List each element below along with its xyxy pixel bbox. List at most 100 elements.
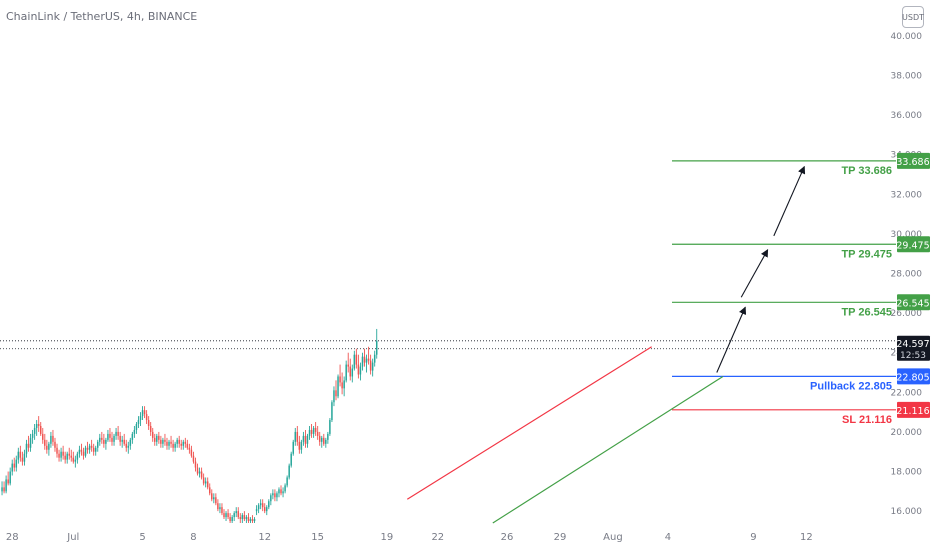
candle-body: [361, 356, 364, 367]
y-tick-label: 36.000: [891, 111, 923, 121]
candle: [314, 422, 317, 436]
candle: [1, 481, 3, 496]
x-tick-label: 4: [665, 532, 671, 543]
x-tick-label: 9: [750, 532, 756, 543]
candle: [127, 441, 130, 454]
candle-body: [60, 451, 62, 458]
candle: [19, 445, 22, 462]
candle-body: [137, 420, 140, 424]
candle: [253, 517, 256, 524]
candle: [196, 463, 199, 476]
candle-body: [44, 439, 46, 446]
candle-body: [3, 487, 5, 492]
candle-body: [343, 380, 345, 389]
candle: [141, 406, 144, 421]
candle: [11, 459, 13, 476]
candle-body: [109, 433, 111, 438]
candle: [351, 364, 354, 383]
candle-body: [227, 513, 229, 518]
candle: [50, 431, 52, 448]
candle: [286, 475, 288, 488]
candle-body: [347, 364, 349, 367]
y-tick-label: 40.000: [891, 32, 923, 42]
candle: [278, 487, 280, 498]
y-tick-label: 28.000: [891, 269, 923, 279]
candle-body: [113, 435, 115, 442]
candle: [213, 493, 215, 504]
candle-body: [39, 425, 42, 434]
candle: [200, 467, 203, 480]
candle-body: [50, 435, 52, 444]
x-tick-label: 26: [501, 532, 514, 543]
candle-body: [312, 427, 315, 434]
candle: [94, 445, 97, 456]
candle: [341, 372, 343, 395]
candle: [137, 416, 140, 428]
candle-body: [62, 451, 64, 456]
candle-body: [266, 507, 268, 512]
candle-body: [373, 354, 376, 363]
candle: [302, 431, 305, 446]
level-tag: [897, 368, 930, 385]
candle: [54, 437, 56, 452]
candle-body: [335, 390, 337, 397]
candle: [355, 348, 358, 369]
candle-body: [282, 491, 284, 494]
candle: [129, 437, 132, 450]
candle-body: [369, 360, 372, 371]
current-price-value: 24.597: [896, 339, 929, 350]
candle-body: [54, 441, 56, 448]
channel-lower-line: [492, 375, 724, 524]
candle: [284, 483, 286, 494]
candle: [192, 451, 195, 464]
candle: [335, 380, 337, 401]
candle: [151, 427, 154, 442]
candle-body: [337, 376, 339, 397]
candle: [117, 425, 119, 440]
candle: [180, 439, 182, 450]
candle-body: [235, 511, 237, 514]
candle: [347, 352, 349, 373]
candle: [251, 515, 254, 524]
candle: [184, 437, 187, 448]
channel-upper-line: [406, 346, 652, 500]
candle-body: [31, 433, 34, 438]
level-tag-value: 22.805: [896, 372, 929, 383]
currency-button[interactable]: USDT: [902, 6, 924, 28]
level-tag-value: 29.475: [896, 240, 929, 251]
candle-body: [162, 439, 164, 444]
candle-body: [202, 477, 205, 484]
candle-body: [198, 471, 201, 474]
candle: [233, 511, 235, 522]
candle: [221, 503, 223, 516]
candle: [266, 505, 268, 516]
candle-body: [145, 414, 148, 421]
candle-body: [154, 437, 156, 442]
candle: [208, 483, 211, 496]
candle: [64, 451, 66, 464]
candle: [190, 445, 193, 458]
candle: [111, 431, 113, 446]
candle: [154, 433, 156, 446]
candle: [235, 507, 237, 518]
candle: [174, 441, 176, 452]
candle: [367, 346, 370, 365]
candle: [60, 447, 62, 462]
candle-body: [247, 517, 250, 522]
candle-body: [151, 431, 154, 438]
candle: [323, 433, 325, 446]
candle-body: [174, 443, 176, 448]
candle: [182, 439, 185, 450]
candle: [168, 439, 170, 450]
level-tag: [897, 152, 930, 169]
candle-body: [284, 485, 286, 492]
candle: [170, 435, 172, 448]
candle-body: [182, 441, 185, 446]
candle-body: [17, 451, 20, 460]
candle: [310, 424, 313, 438]
candle-body: [280, 489, 282, 494]
candle-body: [58, 453, 60, 458]
candle-body: [170, 441, 172, 444]
candle: [7, 471, 9, 486]
